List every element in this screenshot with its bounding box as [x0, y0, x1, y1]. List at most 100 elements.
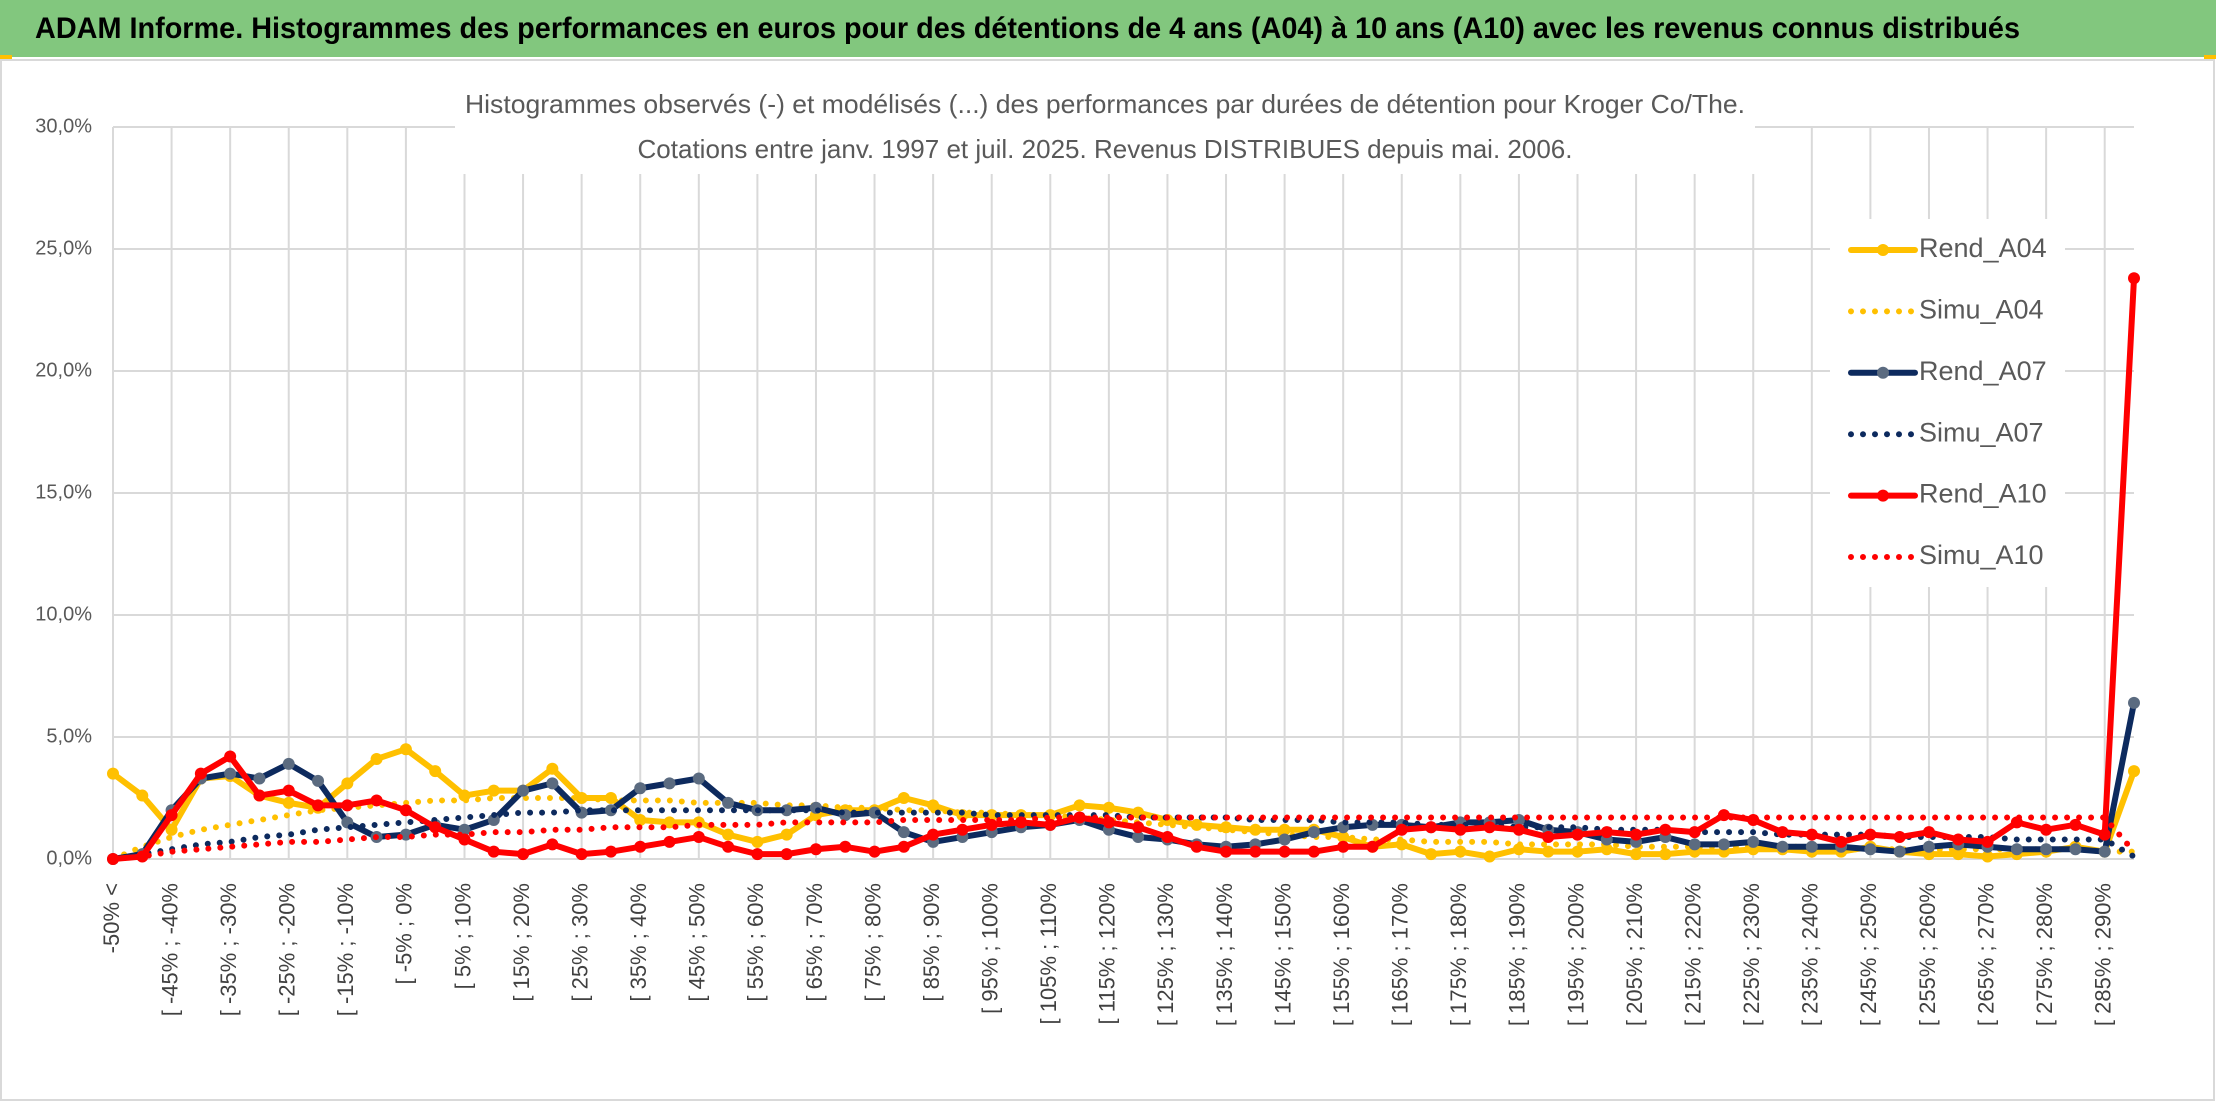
point-marker [399, 828, 412, 841]
legend-label: Simu_A07 [1919, 417, 2044, 447]
point-marker [1981, 835, 1994, 848]
x-tick-label: [ 115% ; 120% [1095, 883, 1120, 1024]
x-tick-label: [ 15% ; 20% [509, 883, 534, 1002]
x-tick-label: [ -45% ; -40% [157, 883, 182, 1016]
point-marker [253, 772, 266, 785]
point-marker [282, 784, 295, 797]
x-tick-label: [ 105% ; 110% [1036, 883, 1061, 1024]
point-marker [1747, 835, 1760, 848]
point-marker [487, 784, 500, 797]
point-marker [1190, 840, 1203, 853]
point-marker [224, 750, 237, 763]
point-marker [1307, 845, 1320, 858]
x-tick-label: [ 5% ; 10% [450, 883, 475, 989]
point-marker [1454, 823, 1467, 836]
point-marker [634, 782, 647, 795]
legend-label: Rend_A04 [1919, 233, 2047, 263]
point-marker [1952, 848, 1965, 861]
point-marker [780, 848, 793, 861]
x-tick-label: [ 175% ; 180% [1446, 883, 1471, 1026]
point-marker [1835, 835, 1848, 848]
observed-line [110, 746, 2137, 860]
point-marker [751, 835, 764, 848]
point-marker [1600, 826, 1613, 839]
point-marker [575, 848, 588, 861]
point-marker [1483, 821, 1496, 834]
point-marker [312, 774, 325, 787]
subtitle-box [455, 82, 1755, 174]
point-marker [2040, 823, 2053, 836]
y-tick-label: 15,0% [35, 481, 92, 503]
y-tick-label: 0,0% [46, 847, 92, 869]
corner-accent [2204, 55, 2216, 59]
x-tick-label: [ 155% ; 160% [1329, 883, 1354, 1026]
point-marker [1630, 848, 1643, 861]
point-marker [1659, 823, 1672, 836]
point-marker [341, 799, 354, 812]
x-tick-label: [ 195% ; 200% [1563, 883, 1588, 1026]
point-marker [1717, 838, 1730, 851]
point-marker [1571, 828, 1584, 841]
point-marker [1278, 845, 1291, 858]
point-marker [1659, 848, 1672, 861]
point-marker [517, 784, 530, 797]
point-marker [1542, 831, 1555, 844]
x-tick-label: [ 225% ; 230% [1739, 883, 1764, 1026]
point-marker [1483, 850, 1496, 863]
point-marker [165, 809, 178, 822]
point-marker [1132, 821, 1145, 834]
point-marker [487, 845, 500, 858]
point-marker [165, 823, 178, 836]
point-marker [253, 789, 266, 802]
point-marker [1512, 823, 1525, 836]
x-tick-label: [ 55% ; 60% [743, 883, 768, 1002]
y-tick-label: 20,0% [35, 359, 92, 381]
point-marker [1571, 845, 1584, 858]
point-marker [634, 813, 647, 826]
point-marker [107, 767, 119, 780]
point-marker [429, 765, 442, 778]
point-marker [1044, 818, 1057, 831]
point-marker [341, 777, 354, 790]
point-marker [1249, 845, 1262, 858]
x-tick-label: [ 75% ; 80% [860, 883, 885, 1002]
point-marker [1395, 823, 1408, 836]
point-marker [663, 835, 676, 848]
point-marker [1893, 831, 1906, 844]
x-tick-label: [ 135% ; 140% [1212, 883, 1237, 1026]
x-tick-label: -50% < [99, 883, 124, 953]
corner-accent [0, 55, 12, 59]
x-tick-label: [ -15% ; -10% [333, 883, 358, 1016]
point-marker [282, 796, 295, 809]
point-marker [1425, 821, 1438, 834]
point-marker [722, 828, 735, 841]
y-tick-label: 25,0% [35, 237, 92, 259]
point-marker [897, 792, 910, 804]
x-tick-label: [ 25% ; 30% [567, 883, 592, 1002]
point-marker [604, 845, 617, 858]
point-marker [282, 757, 295, 770]
observed-line [110, 699, 2137, 862]
legend-marker [1877, 489, 1889, 502]
model-line [110, 814, 2137, 862]
point-marker [224, 767, 237, 780]
legend-label: Rend_A07 [1919, 356, 2047, 386]
x-tick-label: [ -25% ; -20% [275, 883, 300, 1016]
point-marker [399, 804, 412, 817]
x-tick-label: [ 85% ; 90% [919, 883, 944, 1002]
point-marker [546, 777, 559, 790]
point-marker [1542, 845, 1555, 858]
point-marker [546, 838, 559, 851]
point-marker [1337, 840, 1350, 853]
point-marker [2128, 765, 2140, 778]
point-marker [2010, 843, 2023, 856]
point-marker [927, 828, 940, 841]
point-marker [1981, 850, 1994, 863]
x-tick-label: [ 145% ; 150% [1270, 883, 1295, 1026]
point-marker [722, 796, 735, 809]
point-marker [1776, 826, 1789, 839]
point-marker [1805, 840, 1818, 853]
point-marker [1454, 845, 1467, 858]
point-marker [399, 743, 412, 756]
